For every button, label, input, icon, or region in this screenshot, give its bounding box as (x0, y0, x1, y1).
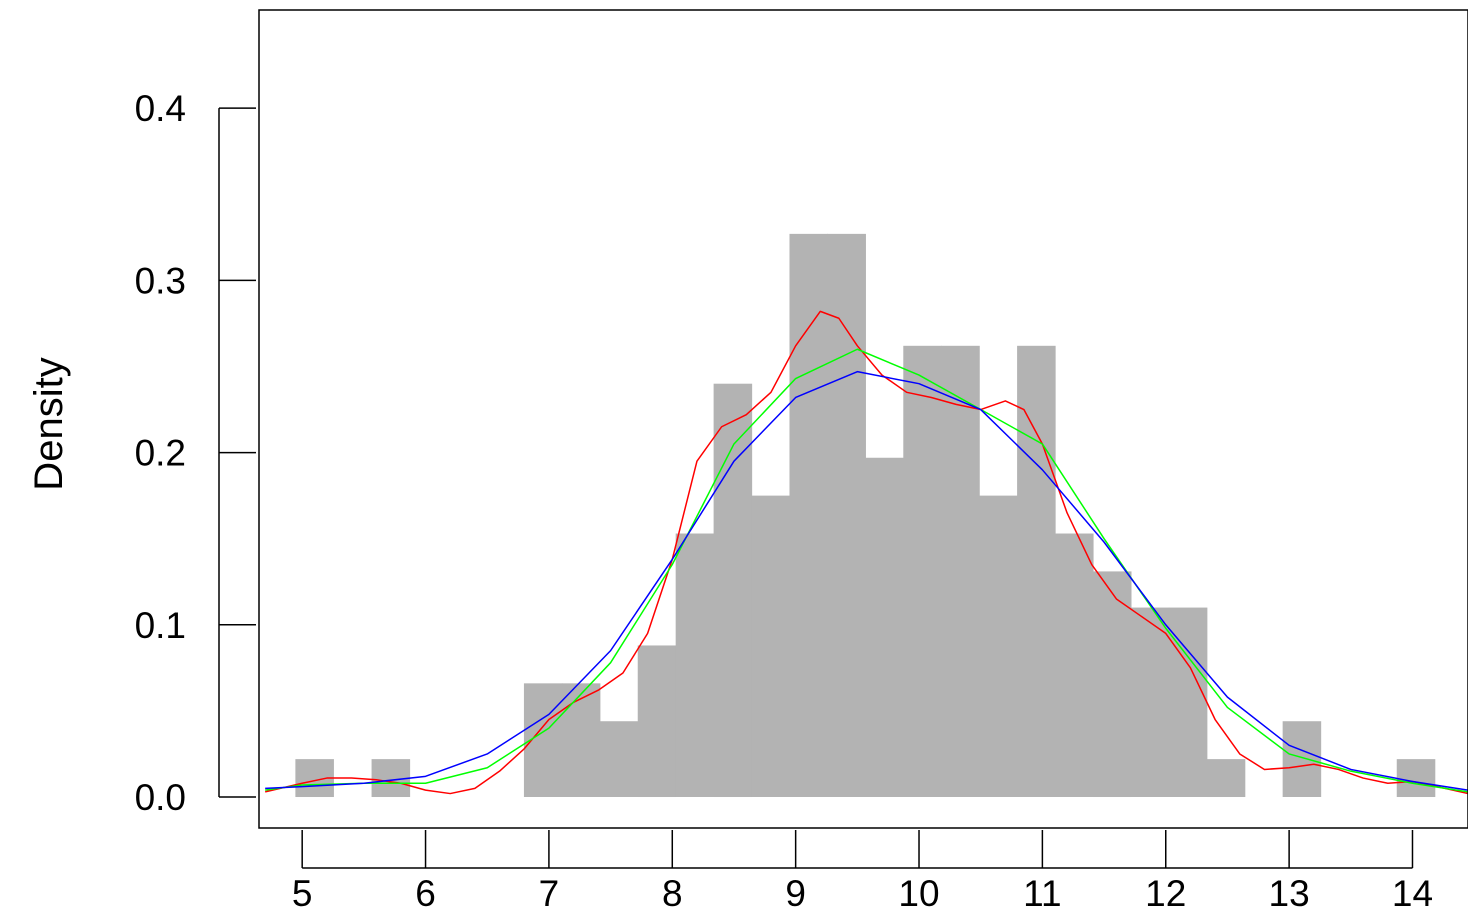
histogram-bar-6 (675, 533, 715, 797)
y-tick-label-0: 0.0 (135, 777, 186, 818)
x-tick-label-2: 7 (539, 873, 560, 914)
density-curve-1 (265, 348, 1468, 793)
x-tick-label-1: 6 (415, 873, 436, 914)
density-curve-2 (265, 370, 1468, 791)
histogram-bar-18 (1130, 607, 1170, 797)
x-tick-label-7: 12 (1145, 873, 1186, 914)
histogram-bar-7 (713, 383, 753, 798)
histogram-bar-5 (637, 645, 677, 798)
histogram-bar-8 (751, 495, 791, 797)
histogram-bar-4 (599, 721, 639, 797)
plot-frame (258, 9, 1468, 829)
histogram-bar-19 (1168, 607, 1208, 797)
x-tick-label-8: 13 (1269, 873, 1310, 914)
histogram-bar-14 (979, 495, 1018, 797)
x-tick-label-9: 14 (1392, 873, 1433, 914)
histogram-bar-21 (1282, 721, 1322, 797)
histogram-bars (295, 233, 1436, 798)
y-axis: 0.0 0.1 0.2 0.3 0.4 (135, 88, 256, 818)
x-tick-label-0: 5 (292, 873, 313, 914)
histogram-bar-10 (827, 233, 866, 797)
x-tick-label-5: 10 (898, 873, 939, 914)
histogram-bar-15 (1017, 345, 1056, 797)
histogram-bar-3 (561, 683, 601, 797)
histogram-bar-22 (1396, 759, 1436, 798)
histogram-bar-11 (865, 457, 904, 797)
histogram-bar-9 (789, 233, 829, 797)
y-tick-label-3: 0.3 (135, 260, 186, 301)
density-curves (265, 310, 1468, 795)
y-tick-label-1: 0.1 (135, 605, 186, 646)
y-tick-label-2: 0.2 (135, 433, 186, 474)
x-tick-label-6: 11 (1023, 873, 1061, 914)
histogram-bar-20 (1206, 759, 1246, 798)
x-tick-label-3: 8 (662, 873, 683, 914)
density-curve-0 (265, 310, 1468, 795)
histogram-bar-17 (1092, 571, 1132, 798)
histogram-bar-13 (941, 345, 980, 797)
x-tick-label-4: 9 (785, 873, 806, 914)
y-tick-label-4: 0.4 (135, 88, 186, 129)
histogram-bar-16 (1055, 533, 1094, 797)
histogram-bar-12 (903, 345, 942, 797)
x-axis: 5 6 7 8 9 10 11 12 13 14 (292, 830, 1433, 914)
y-axis-title: Density (27, 357, 71, 490)
